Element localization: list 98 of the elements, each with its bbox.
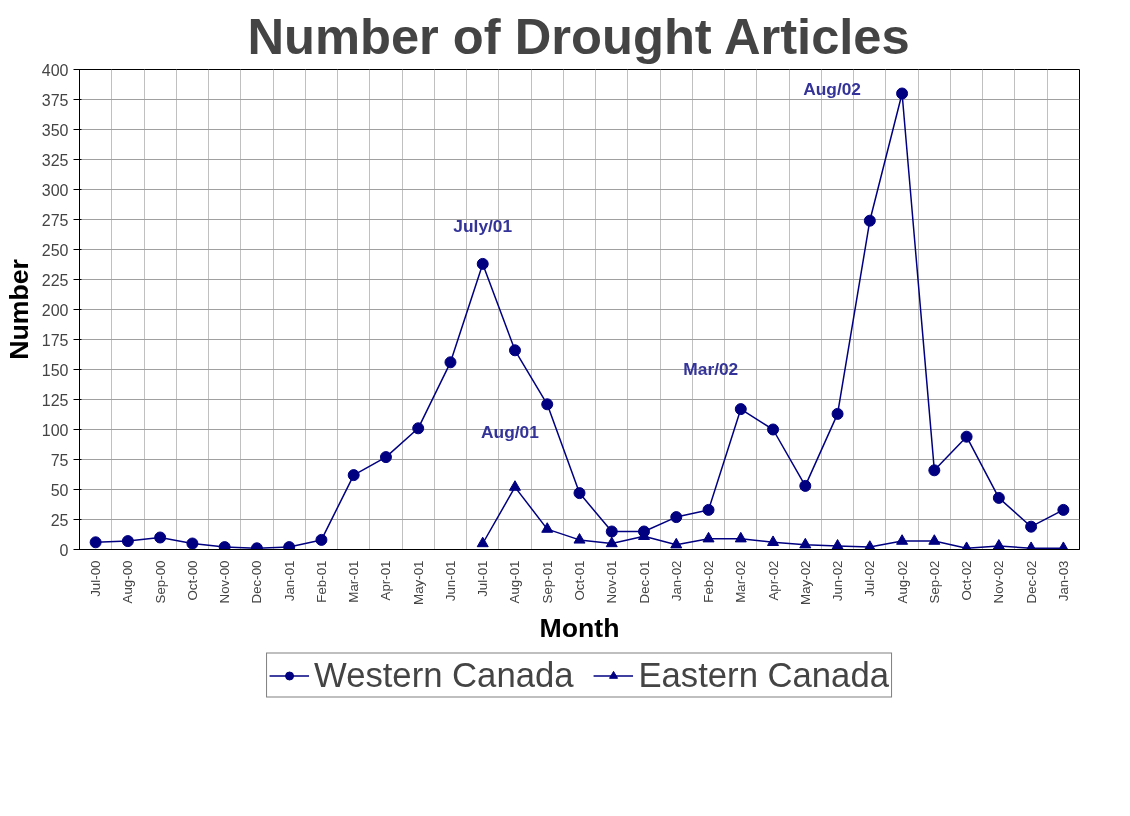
x-tick-label: Jan-01 [281, 560, 297, 602]
point [605, 536, 618, 548]
x-tick-label: Jul-02 [862, 560, 878, 597]
annotation: Mar/02 [683, 359, 739, 380]
point [89, 536, 102, 549]
point [347, 469, 360, 482]
point [1057, 503, 1070, 516]
y-tick-label: 150 [41, 361, 69, 379]
point [767, 535, 780, 546]
annotation: July/01 [453, 215, 513, 236]
x-tick-label: Jul-00 [88, 560, 104, 597]
y-tick-label: 375 [41, 91, 69, 109]
y-tick-label: 75 [50, 451, 69, 469]
point [605, 525, 618, 538]
x-tick-label: Sep-02 [926, 560, 942, 604]
point [702, 503, 715, 516]
y-tick-label: 250 [41, 241, 69, 259]
y-tick-label: 400 [41, 61, 69, 79]
point [702, 531, 715, 543]
x-tick-label: Nov-00 [217, 560, 233, 604]
point [186, 537, 199, 550]
point [476, 536, 489, 548]
point [896, 534, 909, 545]
x-axis-title: Month [539, 612, 620, 643]
y-tick-label: 200 [41, 301, 69, 319]
point [799, 479, 812, 492]
x-tick-label: Oct-02 [959, 560, 975, 601]
x-tick-label: Mar-01 [346, 560, 362, 603]
y-tick-label: 175 [41, 331, 69, 349]
x-tick-label: Sep-00 [152, 560, 168, 604]
x-tick-label: Mar-02 [733, 560, 749, 603]
x-tick-label: Apr-02 [765, 560, 781, 601]
point [444, 356, 457, 369]
y-tick-label: 50 [50, 481, 69, 499]
legend-label: Western Canada [314, 655, 574, 695]
point [573, 533, 586, 544]
point [315, 533, 328, 546]
x-tick-label: Nov-01 [604, 560, 620, 604]
point [121, 535, 134, 548]
point [1025, 520, 1038, 533]
point [508, 344, 521, 357]
x-tick-label: Sep-01 [539, 560, 555, 604]
x-tick-label: Apr-01 [378, 560, 394, 601]
point [670, 511, 683, 524]
point [573, 487, 586, 500]
x-tick-label: Jan-03 [1055, 560, 1071, 602]
y-axis-title: Number [3, 259, 34, 360]
y-tick-label: 125 [41, 391, 69, 409]
x-tick-label: Nov-02 [991, 560, 1007, 604]
y-tick-label: 275 [41, 211, 69, 229]
point [928, 464, 941, 477]
x-tick-label: Jun-02 [830, 560, 846, 602]
x-tick-label: Feb-01 [313, 560, 329, 603]
point [734, 403, 747, 416]
point [863, 214, 876, 227]
y-tick-label: 325 [41, 151, 69, 169]
point [154, 531, 167, 544]
point [992, 539, 1005, 550]
point [799, 537, 812, 549]
chart-title: Number of Drought Articles [247, 7, 910, 65]
point [831, 539, 844, 550]
y-tick-label: 300 [41, 181, 69, 199]
point [734, 531, 747, 543]
y-tick-label: 25 [50, 511, 69, 529]
point [508, 480, 521, 491]
x-tick-label: Dec-00 [249, 560, 265, 604]
x-tick-label: Feb-02 [701, 560, 717, 603]
x-tick-label: Jun-01 [442, 560, 458, 602]
x-tick-label: Aug-02 [894, 560, 910, 604]
point [670, 537, 683, 549]
x-tick-label: Dec-01 [636, 560, 652, 604]
x-tick-label: Oct-01 [572, 560, 587, 601]
x-tick-label: Aug-01 [507, 560, 523, 604]
y-tick-label: 350 [41, 121, 69, 139]
point [476, 257, 489, 270]
y-tick-label: 0 [59, 541, 69, 559]
point [541, 522, 554, 533]
point [928, 534, 941, 545]
point [767, 423, 780, 436]
point [379, 451, 392, 464]
x-tick-label: Oct-00 [184, 560, 200, 601]
point [831, 407, 844, 420]
legend-label: Eastern Canada [638, 655, 889, 695]
y-tick-label: 100 [41, 421, 69, 439]
point [412, 422, 425, 435]
x-tick-label: Aug-00 [120, 560, 136, 604]
point [541, 398, 554, 411]
annotation: Aug/02 [803, 78, 861, 99]
x-tick-label: Jul-01 [475, 560, 491, 597]
x-tick-label: Jan-02 [668, 560, 684, 602]
point [960, 430, 973, 443]
point [992, 491, 1005, 504]
y-tick-label: 225 [41, 271, 69, 289]
point [896, 87, 909, 100]
annotation: Aug/01 [481, 422, 540, 443]
x-tick-label: Dec-02 [1023, 560, 1039, 604]
x-tick-label: May-02 [797, 560, 813, 605]
x-tick-label: May-01 [410, 560, 426, 605]
